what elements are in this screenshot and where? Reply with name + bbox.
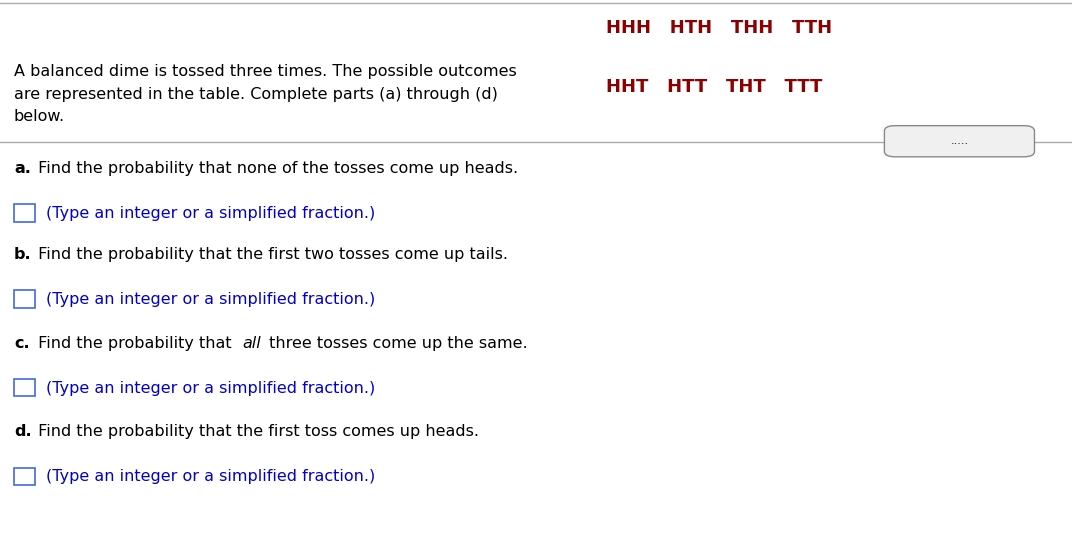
FancyBboxPatch shape (14, 468, 35, 485)
Text: Find the probability that: Find the probability that (33, 336, 237, 351)
Text: .....: ..... (951, 136, 968, 146)
Text: three tosses come up the same.: three tosses come up the same. (264, 336, 527, 351)
Text: Find the probability that the first toss comes up heads.: Find the probability that the first toss… (33, 424, 479, 439)
Text: (Type an integer or a simplified fraction.): (Type an integer or a simplified fractio… (46, 469, 375, 484)
Text: Find the probability that the first two tosses come up tails.: Find the probability that the first two … (33, 247, 508, 262)
Text: d.: d. (14, 424, 31, 439)
Text: c.: c. (14, 336, 30, 351)
Text: HHH   HTH   THH   TTH: HHH HTH THH TTH (606, 19, 832, 37)
Text: (Type an integer or a simplified fraction.): (Type an integer or a simplified fractio… (46, 381, 375, 396)
Text: (Type an integer or a simplified fraction.): (Type an integer or a simplified fractio… (46, 206, 375, 221)
FancyBboxPatch shape (14, 291, 35, 308)
Text: Find the probability that none of the tosses come up heads.: Find the probability that none of the to… (33, 161, 519, 176)
Text: a.: a. (14, 161, 31, 176)
FancyBboxPatch shape (14, 379, 35, 396)
Text: A balanced dime is tossed three times. The possible outcomes
are represented in : A balanced dime is tossed three times. T… (14, 64, 517, 124)
Text: (Type an integer or a simplified fraction.): (Type an integer or a simplified fractio… (46, 292, 375, 307)
FancyBboxPatch shape (14, 205, 35, 222)
Text: b.: b. (14, 247, 31, 262)
FancyBboxPatch shape (884, 126, 1034, 157)
Text: all: all (242, 336, 260, 351)
Text: HHT   HTT   THT   TTT: HHT HTT THT TTT (606, 78, 822, 96)
